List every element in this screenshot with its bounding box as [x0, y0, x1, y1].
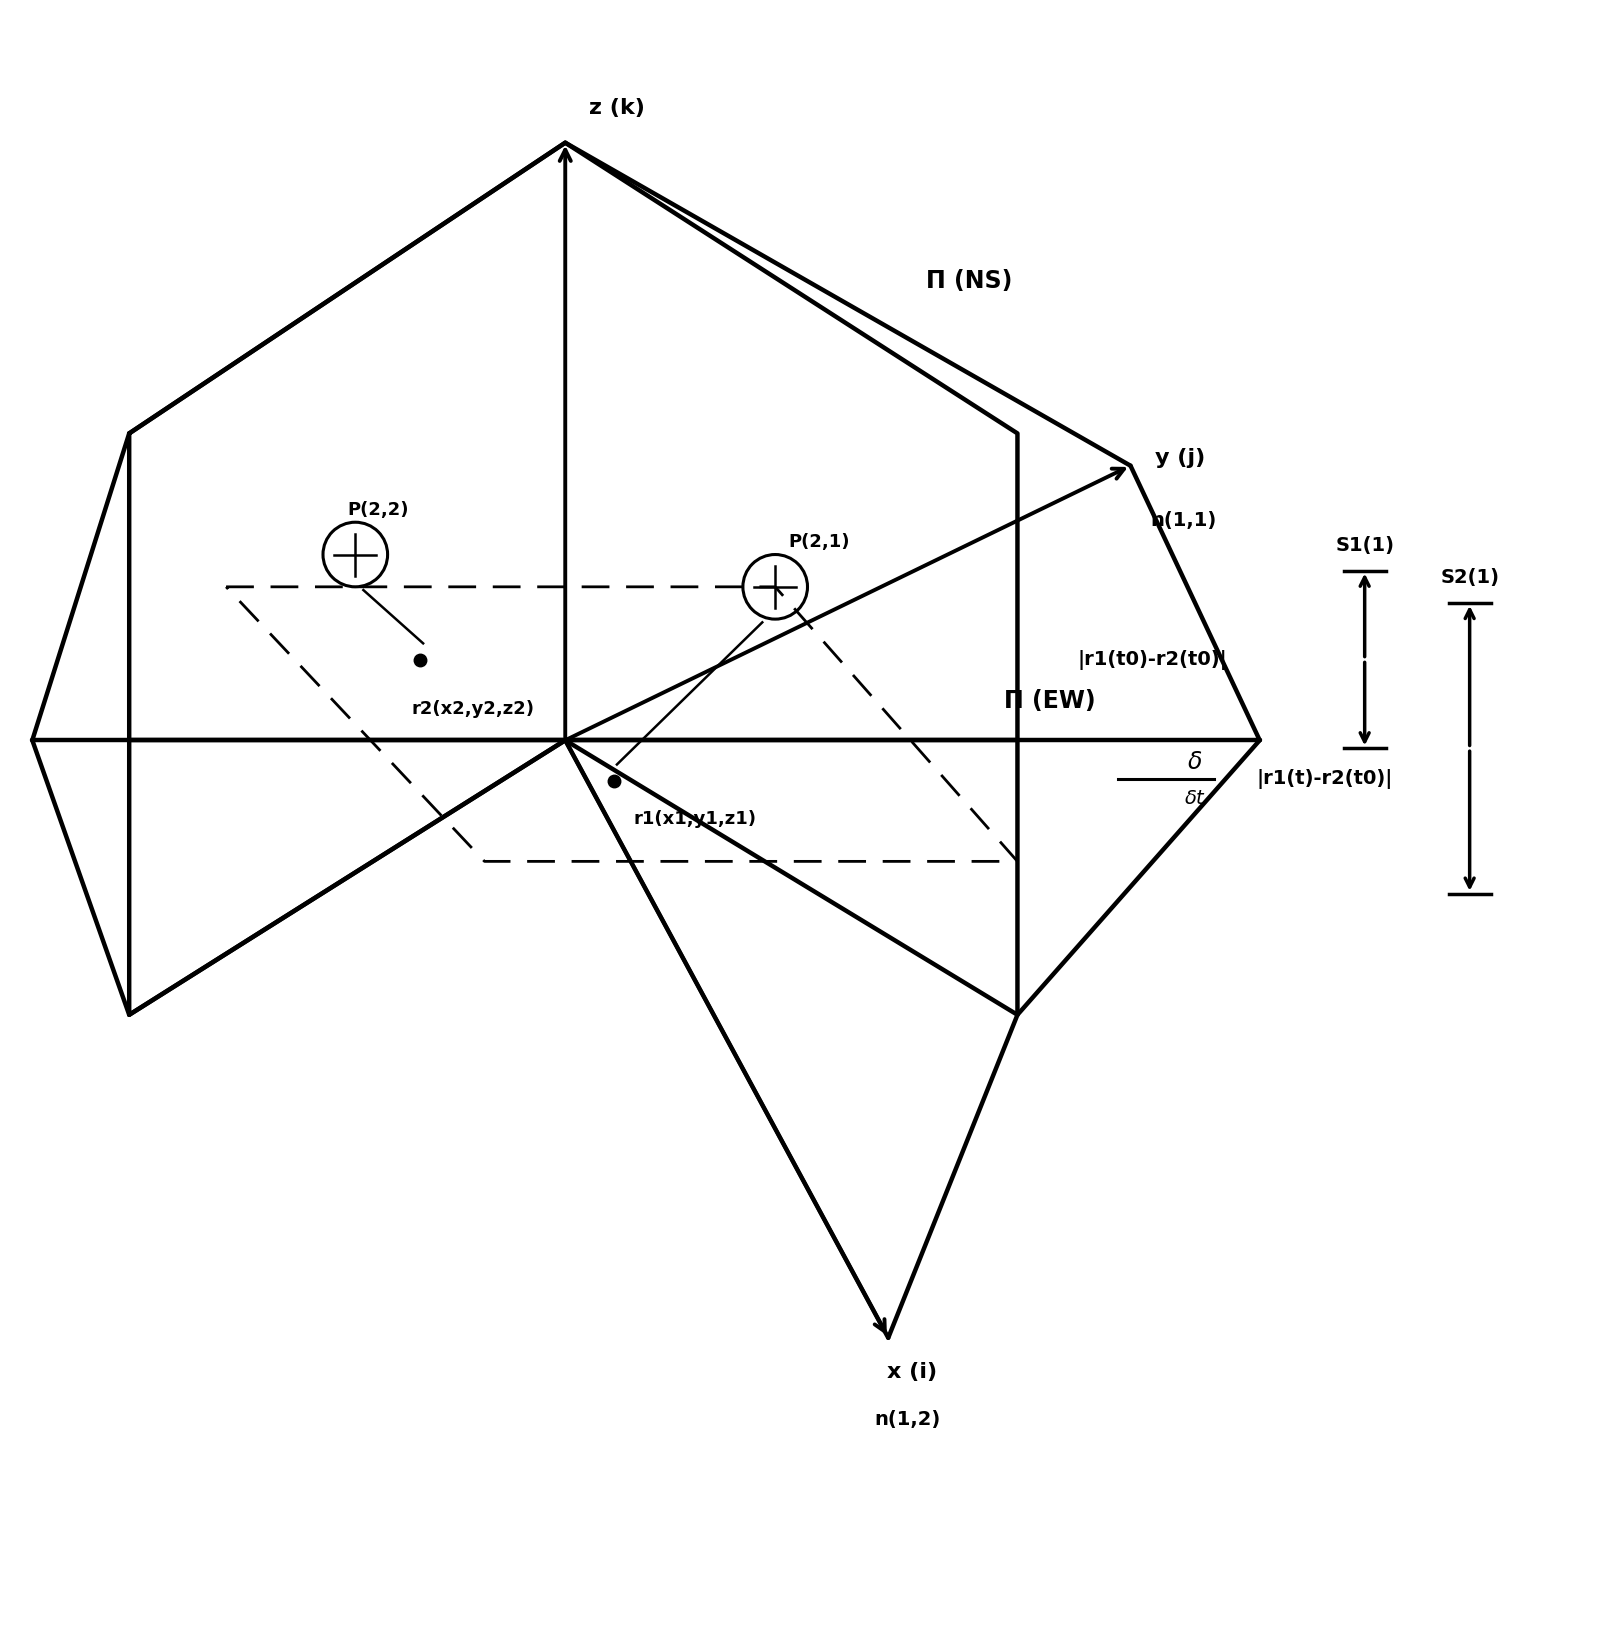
Text: z (k): z (k) — [589, 99, 646, 118]
Text: |r1(t0)-r2(t0)|: |r1(t0)-r2(t0)| — [1077, 650, 1227, 670]
Text: n(1,1): n(1,1) — [1149, 511, 1215, 530]
Text: P(2,1): P(2,1) — [788, 534, 849, 552]
Text: Π (EW): Π (EW) — [1004, 690, 1094, 713]
Text: y (j): y (j) — [1154, 448, 1204, 468]
Text: $\delta$: $\delta$ — [1186, 750, 1202, 773]
Text: x (i): x (i) — [886, 1361, 938, 1383]
Text: n(1,2): n(1,2) — [873, 1410, 941, 1430]
Text: S1(1): S1(1) — [1335, 535, 1393, 555]
Text: S2(1): S2(1) — [1440, 568, 1498, 586]
Text: r2(x2,y2,z2): r2(x2,y2,z2) — [412, 699, 534, 718]
Text: Π (NS): Π (NS) — [925, 269, 1012, 292]
Text: |r1(t)-r2(t0)|: |r1(t)-r2(t0)| — [1256, 768, 1391, 790]
Text: P(2,2): P(2,2) — [347, 501, 408, 519]
Text: $\delta t$: $\delta t$ — [1183, 788, 1206, 808]
Text: r1(x1,y1,z1): r1(x1,y1,z1) — [633, 810, 755, 828]
